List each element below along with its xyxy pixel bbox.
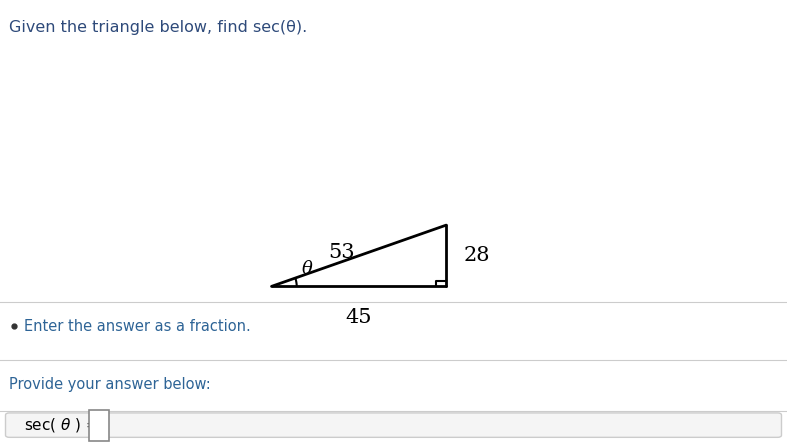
Text: θ: θ [301, 260, 312, 278]
Text: Enter the answer as a fraction.: Enter the answer as a fraction. [24, 319, 250, 334]
Text: Provide your answer below:: Provide your answer below: [9, 377, 211, 392]
Text: 53: 53 [328, 243, 355, 262]
Text: Given the triangle below, find sec(θ).: Given the triangle below, find sec(θ). [9, 20, 308, 35]
Text: 28: 28 [464, 246, 490, 265]
Text: sec( $\theta$ ) =: sec( $\theta$ ) = [24, 416, 98, 434]
FancyBboxPatch shape [89, 409, 109, 440]
Text: 45: 45 [345, 308, 372, 327]
FancyBboxPatch shape [6, 413, 781, 437]
